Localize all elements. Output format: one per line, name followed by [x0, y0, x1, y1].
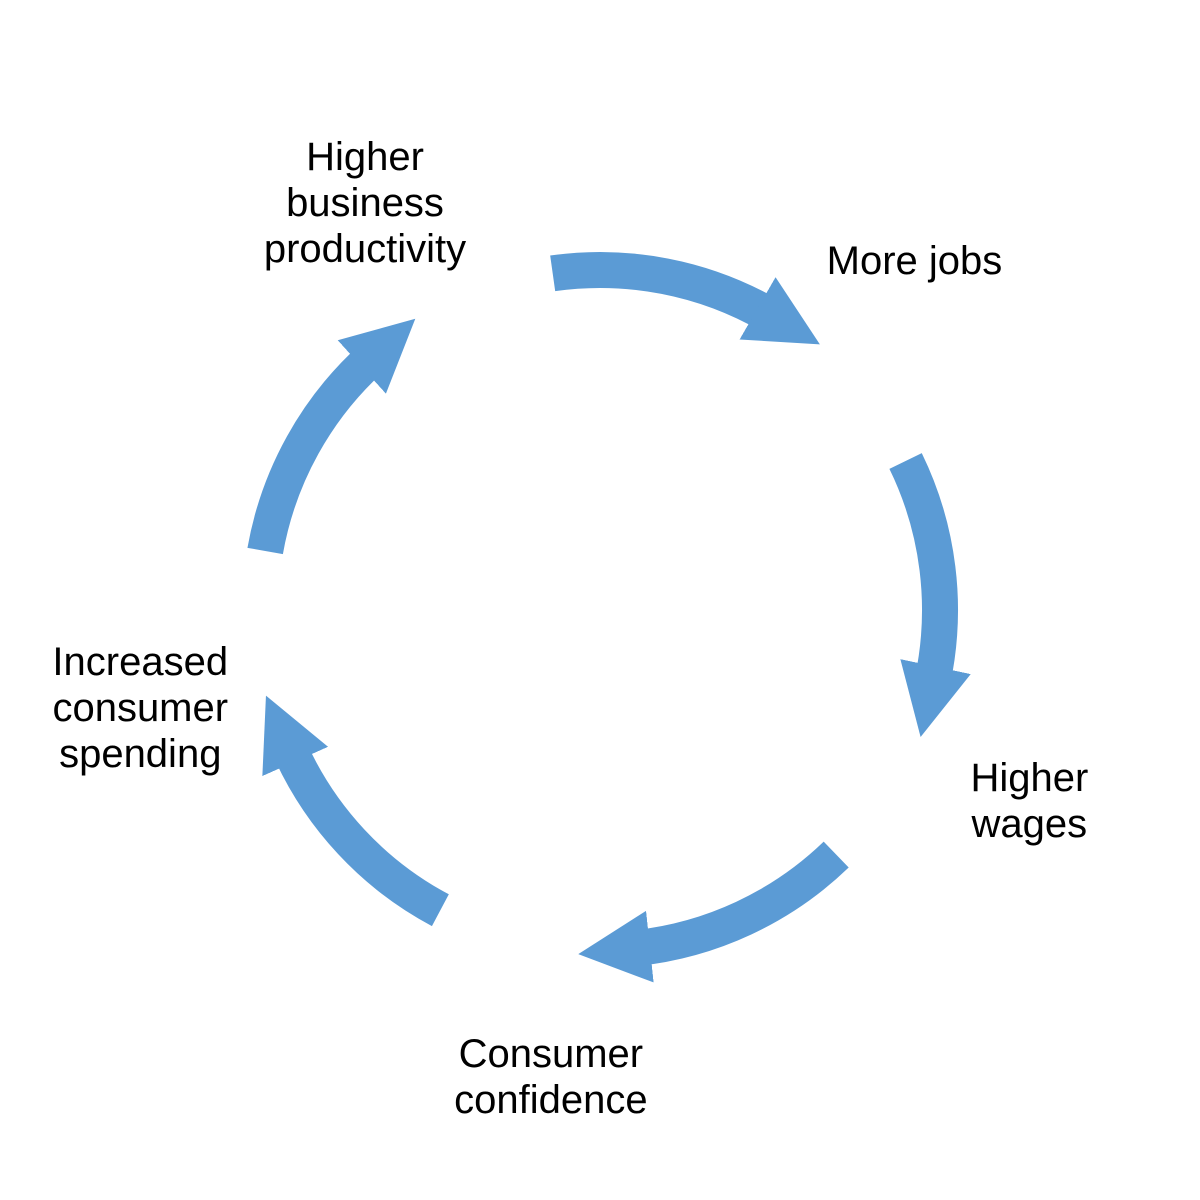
arrow-4	[265, 357, 372, 551]
node-higher-business-productivity: Higher business productivity	[264, 134, 466, 272]
arrows-layer	[0, 0, 1200, 1200]
arrow-3	[289, 748, 440, 910]
node-consumer-confidence: Consumer confidence	[454, 1031, 647, 1123]
arrow-0	[553, 270, 770, 316]
node-increased-consumer-spending: Increased consumer spending	[52, 639, 228, 777]
arrow-1	[906, 461, 940, 681]
arrow-2	[636, 855, 837, 949]
node-higher-wages: Higher wages	[970, 755, 1088, 847]
node-more-jobs: More jobs	[827, 238, 1003, 284]
cycle-diagram: Higher business productivity More jobs Hig…	[0, 0, 1200, 1200]
